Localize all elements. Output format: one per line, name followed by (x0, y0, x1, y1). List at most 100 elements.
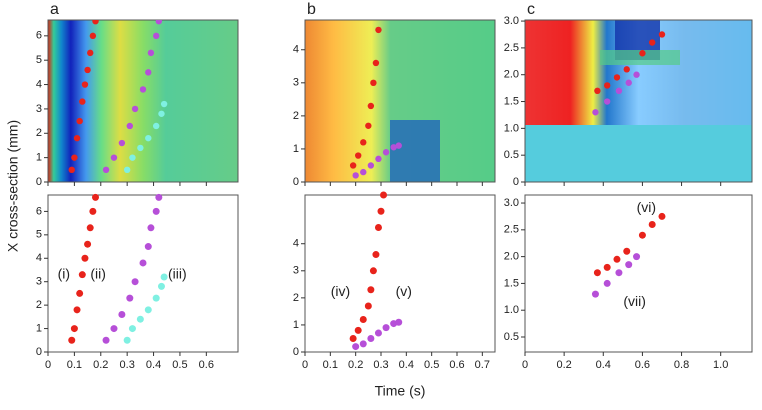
y-tick-label: 1 (36, 152, 42, 164)
heatmap-backgrounds (48, 20, 752, 182)
trace-point (360, 139, 367, 146)
trace-point (370, 79, 377, 87)
x-tick-label: 0.8 (674, 359, 689, 371)
heatmap-c-patch (525, 125, 752, 182)
trace-point (68, 166, 75, 174)
trace-point (73, 134, 81, 142)
panel-frame (524, 194, 753, 353)
trace-point (145, 69, 152, 76)
trace-point (372, 59, 380, 67)
trace-point (89, 32, 97, 40)
data-point (144, 306, 152, 314)
data-point (86, 224, 94, 232)
y-tick-label: 2.5 (504, 42, 519, 54)
trace-point (76, 117, 83, 125)
x-tick-label: 0.5 (424, 359, 439, 371)
trace-point (87, 49, 94, 57)
data-point (369, 267, 377, 275)
trace-point (145, 134, 152, 142)
trace-point (131, 105, 139, 113)
trace-point (110, 154, 118, 161)
data-point (623, 247, 631, 255)
x-tick-label: 0.2 (93, 359, 108, 371)
trace-point (126, 122, 134, 130)
panel-frame (304, 194, 496, 353)
panel-label: a (50, 1, 59, 18)
data-point (144, 243, 152, 251)
data-point (658, 212, 666, 220)
data-point (638, 231, 646, 239)
data-point (78, 271, 86, 279)
x-tick-label: 0.4 (146, 359, 161, 371)
trace-point (160, 100, 168, 108)
x-tick-label: 0.6 (449, 359, 464, 371)
panel-frame (47, 19, 239, 183)
data-point (352, 343, 360, 351)
y-tick-label: 1.5 (504, 277, 519, 289)
data-point (126, 294, 134, 302)
y-axis-label: X cross-section (mm) (5, 120, 21, 252)
trace-point (658, 31, 666, 38)
y-tick-label: 0 (36, 346, 42, 358)
data-point (359, 316, 367, 324)
x-tick-label: 0.2 (348, 359, 363, 371)
data-point (591, 290, 599, 298)
y-tick-label: 3 (293, 77, 299, 89)
heatmap-b-patch (390, 120, 440, 182)
data-point (593, 269, 601, 277)
trace-point (79, 98, 86, 105)
trace-point (648, 39, 656, 46)
top-traces (68, 20, 168, 174)
trace-point (390, 144, 397, 151)
x-tick-label: 0.6 (635, 359, 650, 371)
trace-point (147, 49, 155, 57)
y-tick-label: 6 (36, 205, 42, 217)
data-point (380, 191, 388, 199)
y-tick-label: 5 (36, 229, 42, 241)
data-point (155, 193, 163, 201)
y-tick-label: 1 (293, 143, 299, 155)
y-tick-label: 5 (36, 54, 42, 66)
x-tick-label: 0.6 (199, 359, 214, 371)
data-point (349, 334, 357, 342)
x-tick-label: 0.7 (475, 359, 490, 371)
data-point (377, 207, 385, 215)
y-tick-label: 3.0 (504, 15, 519, 27)
data-point (603, 263, 611, 271)
x-tick-label: 0.3 (120, 359, 135, 371)
trace-point (625, 79, 632, 86)
data-point (648, 220, 656, 228)
data-point (89, 207, 97, 215)
trace-point (375, 26, 382, 34)
data-point (395, 318, 403, 326)
data-point (382, 324, 390, 332)
trace-point (633, 71, 640, 78)
trace-point (375, 155, 382, 163)
annotation: (i) (58, 265, 70, 281)
trace-point (355, 152, 362, 159)
annotation: (v) (396, 283, 412, 299)
y-tick-label: 3 (36, 276, 42, 288)
x-tick-label: 0.3 (373, 359, 388, 371)
data-point (70, 325, 78, 333)
data-point (372, 251, 380, 259)
data-point (136, 315, 144, 323)
y-tick-label: 4 (36, 78, 42, 90)
data-point (102, 336, 110, 344)
y-tick-label: 0.5 (504, 149, 519, 161)
data-point (128, 325, 136, 333)
y-tick-label: 4 (293, 238, 299, 250)
data-point (92, 193, 99, 201)
trace-point (152, 122, 160, 130)
trace-point (118, 139, 126, 147)
y-tick-label: 2.5 (504, 224, 519, 236)
annotation: (vi) (637, 199, 656, 215)
x-axis-label: Time (s) (375, 383, 426, 399)
trace-point (123, 166, 131, 174)
y-tick-label: 1.0 (504, 304, 519, 316)
trace-point (71, 154, 78, 161)
data-point (364, 302, 372, 310)
data-point (625, 261, 633, 269)
y-tick-label: 3 (293, 265, 299, 277)
